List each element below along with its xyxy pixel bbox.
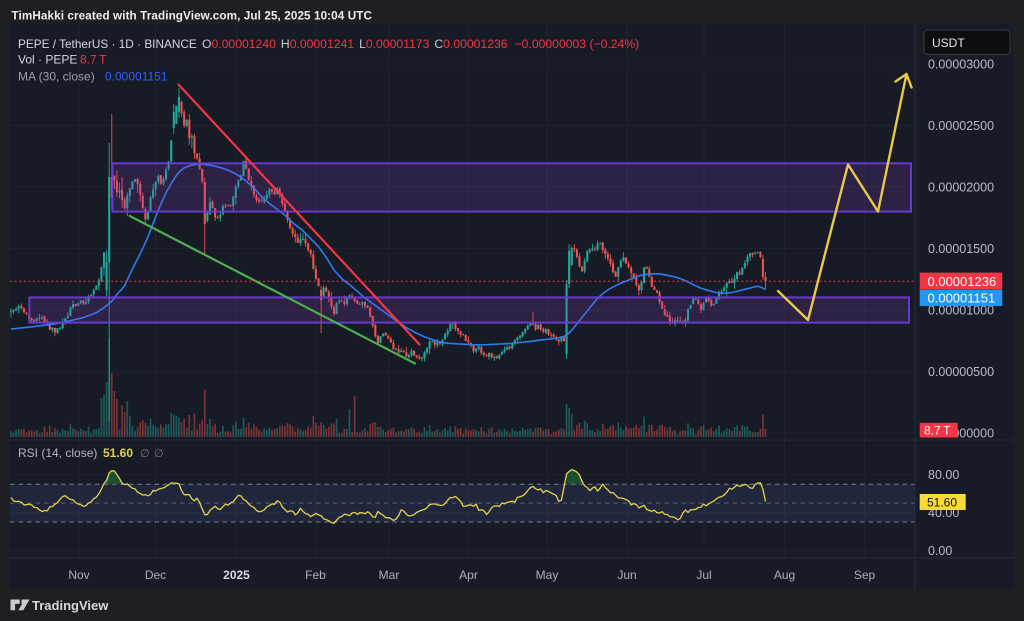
svg-text:∅: ∅	[154, 448, 164, 460]
svg-text:PEPE / TetherUS · 1D · BINANCE: PEPE / TetherUS · 1D · BINANCE	[18, 37, 197, 51]
svg-text:0.00001236: 0.00001236	[928, 274, 997, 289]
svg-text:RSI (14, close): RSI (14, close)	[18, 446, 97, 460]
svg-text:TimHakki created with TradingV: TimHakki created with TradingView.com, J…	[12, 10, 373, 23]
svg-text:Jul: Jul	[696, 568, 711, 582]
svg-text:0.00000500: 0.00000500	[928, 365, 994, 379]
svg-text:0.00001151: 0.00001151	[928, 291, 996, 306]
svg-text:Dec: Dec	[145, 568, 166, 582]
svg-text:MA (30, close): MA (30, close)	[18, 70, 95, 84]
svg-text:Nov: Nov	[68, 568, 89, 582]
svg-text:0.00001500: 0.00001500	[928, 242, 994, 256]
svg-text:0.00002500: 0.00002500	[928, 119, 994, 133]
svg-text:51.60: 51.60	[927, 495, 957, 509]
svg-text:Jun: Jun	[617, 568, 636, 582]
svg-text:80.00: 80.00	[928, 468, 959, 482]
svg-text:∅: ∅	[140, 448, 150, 460]
svg-text:Sep: Sep	[854, 568, 876, 582]
svg-text:Feb: Feb	[305, 568, 326, 582]
svg-text:Mar: Mar	[379, 568, 400, 582]
svg-text:51.60: 51.60	[103, 446, 133, 460]
svg-text:USDT: USDT	[932, 36, 965, 50]
svg-text:2025: 2025	[223, 568, 250, 582]
svg-text:Apr: Apr	[459, 568, 478, 582]
svg-text:0.00003000: 0.00003000	[928, 57, 994, 71]
svg-text:TradingView: TradingView	[32, 598, 109, 613]
svg-text:Vol · PEPE: Vol · PEPE	[18, 53, 77, 67]
svg-text:0.00001000: 0.00001000	[928, 303, 994, 317]
svg-text:0.00: 0.00	[928, 544, 952, 558]
svg-text:8.7 T: 8.7 T	[924, 423, 951, 437]
svg-text:Aug: Aug	[774, 568, 795, 582]
svg-text:0.00002000: 0.00002000	[928, 180, 994, 194]
svg-text:0.00001151: 0.00001151	[105, 70, 168, 84]
svg-text:May: May	[536, 568, 559, 582]
svg-text:8.7 T: 8.7 T	[80, 53, 107, 67]
